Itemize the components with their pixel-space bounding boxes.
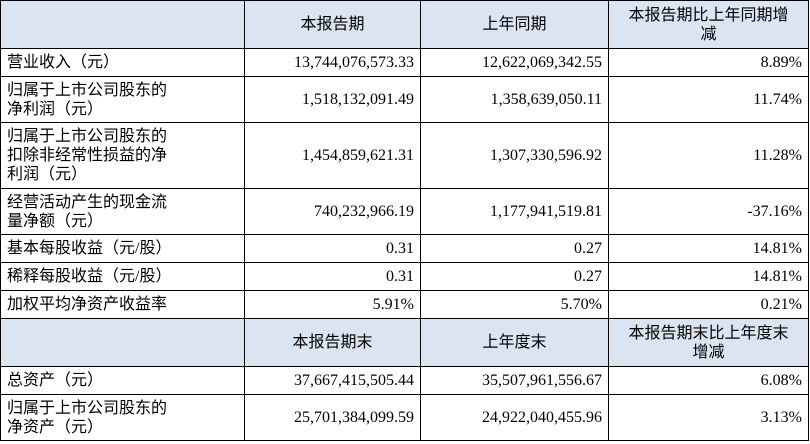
row-label: 经营活动产生的现金流 量净额（元） — [0, 188, 245, 235]
column-header-text: 上年同期 — [482, 16, 547, 33]
row-label-line: 归属于上市公司股东的 — [7, 399, 168, 417]
row-label-line: 扣除非经常性损益的净 — [7, 147, 168, 164]
table-header-row: 本报告期 上年同期 本报告期比上年同期增减 — [0, 0, 809, 49]
row-label: 归属于上市公司股东的 净利润（元） — [0, 76, 245, 123]
row-label-line: 归属于上市公司股东的 — [7, 81, 168, 99]
header-blank-cell — [0, 318, 245, 367]
current-value: 13,744,076,573.33 — [244, 48, 421, 77]
row-label-line: 稀释每股收益（元/股） — [7, 268, 172, 285]
prior-value: 1,358,639,050.11 — [420, 76, 609, 123]
row-label-line: 加权平均净资产收益率 — [7, 296, 168, 313]
row-label-line: 营业收入（元） — [7, 54, 120, 71]
row-label: 总资产（元） — [0, 366, 245, 395]
table-row: 归属于上市公司股东的 扣除非经常性损益的净 利润（元） 1,454,859,621.3… — [0, 122, 809, 189]
column-header-prior: 上年度末 — [420, 318, 609, 367]
prior-value: 35,507,961,556.67 — [420, 366, 609, 395]
row-label-line: 利润（元） — [7, 166, 88, 183]
column-header-current: 本报告期末 — [244, 318, 421, 367]
table-row: 稀释每股收益（元/股） 0.31 0.27 14.81% — [0, 262, 809, 291]
change-value: 11.28% — [608, 122, 809, 189]
change-value: 6.08% — [608, 366, 809, 395]
change-value: 14.81% — [608, 234, 809, 263]
change-value: 3.13% — [608, 394, 809, 441]
column-header-change: 本报告期末比上年度末 增减 — [608, 318, 809, 367]
table-row: 归属于上市公司股东的 净资产（元） 25,701,384,099.59 24,922,… — [0, 394, 809, 441]
column-header-text: 本报告期比上年同期增 — [628, 6, 789, 24]
change-value: 14.81% — [608, 262, 809, 291]
column-header-change: 本报告期比上年同期增减 — [608, 0, 809, 49]
current-value: 740,232,966.19 — [244, 188, 421, 235]
table-row: 基本每股收益（元/股） 0.31 0.27 14.81% — [0, 234, 809, 263]
column-header-text: 本报告期末 — [292, 334, 373, 351]
current-value: 37,667,415,505.44 — [244, 366, 421, 395]
row-label-line: 经营活动产生的现金流 — [7, 193, 168, 211]
column-header-prior: 上年同期 — [420, 0, 609, 49]
table-row: 营业收入（元） 13,744,076,573.33 12,622,069,342.5… — [0, 48, 809, 77]
row-label-line: 归属于上市公司股东的 — [7, 128, 168, 145]
table-row: 加权平均净资产收益率 5.91% 5.70% 0.21% — [0, 290, 809, 319]
row-label-line: 净资产（元） — [7, 418, 104, 436]
column-header-text: 增减 — [692, 343, 725, 361]
table-row: 总资产（元） 37,667,415,505.44 35,507,961,556.67… — [0, 366, 809, 395]
change-value: 0.21% — [608, 290, 809, 319]
row-label: 稀释每股收益（元/股） — [0, 262, 245, 291]
row-label-line: 量净额（元） — [7, 212, 104, 230]
row-label-line: 净利润（元） — [7, 100, 104, 118]
row-label: 归属于上市公司股东的 净资产（元） — [0, 394, 245, 441]
table-row: 归属于上市公司股东的 净利润（元） 1,518,132,091.49 1,358,63… — [0, 76, 809, 123]
prior-value: 1,307,330,596.92 — [420, 122, 609, 189]
header-blank-cell — [0, 0, 245, 49]
column-header-text: 本报告期末比上年度末 — [628, 324, 789, 342]
row-label-line: 基本每股收益（元/股） — [7, 240, 172, 257]
table-header-row: 本报告期末 上年度末 本报告期末比上年度末 增减 — [0, 318, 809, 367]
table-row: 经营活动产生的现金流 量净额（元） 740,232,966.19 1,177,941,… — [0, 188, 809, 235]
current-value: 25,701,384,099.59 — [244, 394, 421, 441]
row-label: 营业收入（元） — [0, 48, 245, 77]
prior-value: 1,177,941,519.81 — [420, 188, 609, 235]
current-value: 1,454,859,621.31 — [244, 122, 421, 189]
prior-value: 0.27 — [420, 262, 609, 291]
row-label: 基本每股收益（元/股） — [0, 234, 245, 263]
row-label: 归属于上市公司股东的 扣除非经常性损益的净 利润（元） — [0, 122, 245, 189]
column-header-text: 本报告期 — [300, 16, 365, 33]
column-header-current: 本报告期 — [244, 0, 421, 49]
column-header-text: 减 — [700, 25, 717, 43]
prior-value: 5.70% — [420, 290, 609, 319]
prior-value: 0.27 — [420, 234, 609, 263]
current-value: 0.31 — [244, 234, 421, 263]
current-value: 5.91% — [244, 290, 421, 319]
row-label-line: 总资产（元） — [7, 372, 104, 389]
change-value: -37.16% — [608, 188, 809, 235]
change-value: 11.74% — [608, 76, 809, 123]
current-value: 1,518,132,091.49 — [244, 76, 421, 123]
prior-value: 24,922,040,455.96 — [420, 394, 609, 441]
prior-value: 12,622,069,342.55 — [420, 48, 609, 77]
column-header-text: 上年度末 — [482, 334, 547, 351]
row-label: 加权平均净资产收益率 — [0, 290, 245, 319]
change-value: 8.89% — [608, 48, 809, 77]
current-value: 0.31 — [244, 262, 421, 291]
